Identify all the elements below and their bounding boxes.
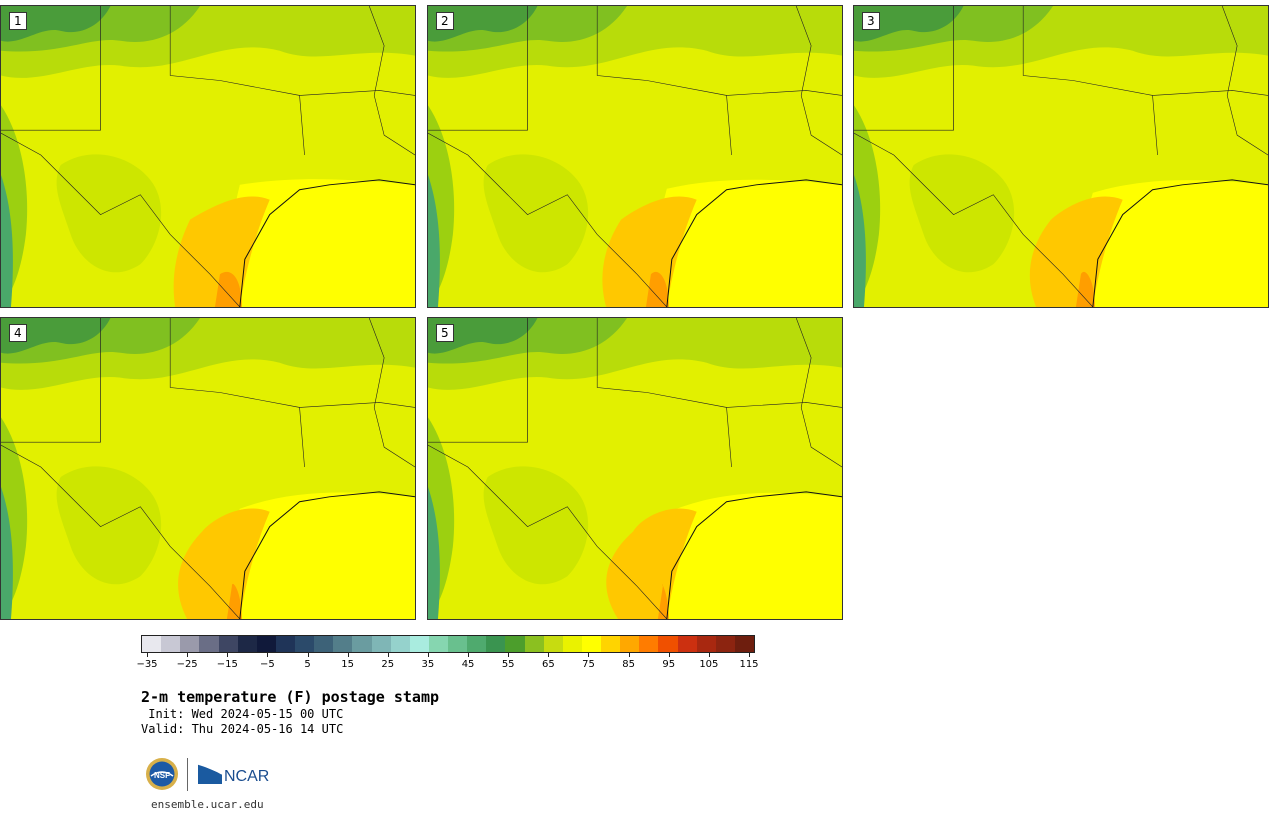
colorbar-tick-mark xyxy=(227,653,229,657)
nsf-logo-text: NSF xyxy=(154,771,170,780)
colorbar-swatch xyxy=(390,636,410,652)
colorbar-tick-label: 115 xyxy=(739,659,759,670)
colorbar-swatch xyxy=(658,636,678,652)
colorbar-tick-label: 5 xyxy=(304,659,311,670)
colorbar-tick-label: −25 xyxy=(176,659,198,670)
colorbar xyxy=(141,635,755,653)
map-panel-5: 5 xyxy=(427,317,843,620)
colorbar-tick-mark xyxy=(307,653,309,657)
colorbar-tick-label: −5 xyxy=(260,659,275,670)
temperature-map xyxy=(428,6,842,307)
ncar-logo-text: NCAR xyxy=(224,768,269,785)
colorbar-tick-label: 85 xyxy=(622,659,635,670)
colorbar-tick-mark xyxy=(347,653,349,657)
init-time: Init: Wed 2024-05-15 00 UTC xyxy=(141,707,344,721)
colorbar-tick-label: 75 xyxy=(582,659,595,670)
colorbar-swatch xyxy=(199,636,219,652)
colorbar-swatch xyxy=(467,636,487,652)
colorbar-swatch xyxy=(734,636,754,652)
valid-time: Valid: Thu 2024-05-16 14 UTC xyxy=(141,722,344,736)
panel-label: 4 xyxy=(9,324,27,342)
colorbar-swatch xyxy=(543,636,563,652)
colorbar-tick-label: 35 xyxy=(421,659,435,670)
colorbar-swatch xyxy=(409,636,429,652)
colorbar-ticks: −35 −25 −15 −5 5 15 25 35 45 55 65 75 85 95 105 115 xyxy=(136,653,759,673)
colorbar-swatch xyxy=(562,636,582,652)
colorbar-swatch xyxy=(601,636,621,652)
panel-label: 3 xyxy=(862,12,880,30)
colorbar-swatch xyxy=(524,636,544,652)
footer-url[interactable]: ensemble.ucar.edu xyxy=(151,798,264,811)
panel-label: 5 xyxy=(436,324,454,342)
colorbar-tick-mark xyxy=(147,653,148,657)
colorbar-swatch xyxy=(218,636,238,652)
map-panel-1: 1 xyxy=(0,5,416,308)
colorbar-swatch xyxy=(448,636,468,652)
colorbar-tick-label: −15 xyxy=(216,659,238,670)
colorbar-swatch xyxy=(237,636,257,652)
temperature-map xyxy=(1,318,415,619)
colorbar-tick-mark xyxy=(708,653,710,657)
colorbar-swatch xyxy=(677,636,697,652)
map-panel-2: 2 xyxy=(427,5,843,308)
colorbar-tick-mark xyxy=(267,653,269,657)
colorbar-swatch xyxy=(180,636,200,652)
colorbar-tick-mark xyxy=(468,653,470,657)
colorbar-tick-label: 95 xyxy=(662,659,676,670)
colorbar-swatch xyxy=(142,636,162,652)
colorbar-tick-label: 15 xyxy=(341,659,355,670)
colorbar-tick-mark xyxy=(508,653,510,657)
colorbar-tick-mark xyxy=(427,653,429,657)
colorbar-tick-mark xyxy=(628,653,630,657)
chart-title: 2-m temperature (F) postage stamp xyxy=(141,688,440,706)
colorbar-tick-label: 65 xyxy=(541,659,555,670)
colorbar-tick-label: 55 xyxy=(501,659,515,670)
colorbar-swatch xyxy=(256,636,276,652)
map-panel-3: 3 xyxy=(853,5,1269,308)
temperature-map xyxy=(428,318,842,619)
colorbar-tick-mark xyxy=(749,653,750,657)
colorbar-swatch xyxy=(314,636,334,652)
logo-divider xyxy=(187,758,188,791)
colorbar-swatch xyxy=(620,636,640,652)
colorbar-swatch xyxy=(581,636,601,652)
colorbar-swatch xyxy=(161,636,181,652)
temperature-map xyxy=(1,6,415,307)
colorbar-tick-mark xyxy=(187,653,189,657)
colorbar-swatch xyxy=(295,636,315,652)
colorbar-swatch xyxy=(639,636,659,652)
ncar-logo-icon: NCAR xyxy=(198,763,269,785)
colorbar-swatch xyxy=(486,636,506,652)
map-panel-4: 4 xyxy=(0,317,416,620)
colorbar-tick-mark xyxy=(387,653,389,657)
colorbar-tick-mark xyxy=(588,653,590,657)
colorbar-tick-label: 25 xyxy=(381,659,395,670)
nsf-logo-icon: NSF xyxy=(146,758,178,790)
colorbar-tick-mark xyxy=(548,653,550,657)
colorbar-tick-label: 45 xyxy=(461,659,475,670)
panel-label: 2 xyxy=(436,12,454,30)
colorbar-swatch xyxy=(352,636,372,652)
colorbar-swatch xyxy=(275,636,295,652)
colorbar-swatch xyxy=(715,636,735,652)
colorbar-tick-label: 105 xyxy=(699,659,719,670)
colorbar-swatch xyxy=(428,636,448,652)
colorbar-tick-mark xyxy=(668,653,670,657)
temperature-map xyxy=(854,6,1268,307)
panel-label: 1 xyxy=(9,12,27,30)
colorbar-swatch xyxy=(333,636,353,652)
colorbar-swatch xyxy=(505,636,525,652)
colorbar-swatch xyxy=(696,636,716,652)
colorbar-tick-label: −35 xyxy=(136,659,158,670)
colorbar-swatch xyxy=(371,636,391,652)
